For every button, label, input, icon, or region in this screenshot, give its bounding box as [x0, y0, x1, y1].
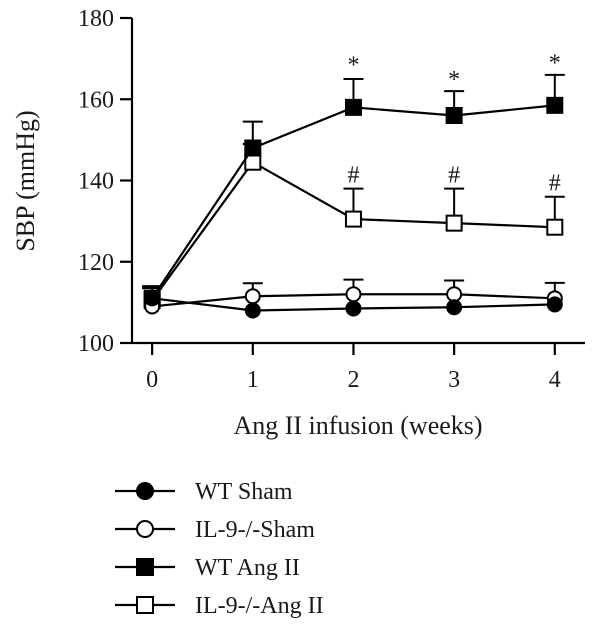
data-point [546, 218, 564, 236]
legend-swatch-marker [136, 558, 154, 576]
y-ticks: 100 120 140 160 180 [78, 6, 132, 357]
x-ticks: 0 1 2 3 4 [146, 343, 561, 393]
y-tick-label: 180 [78, 6, 114, 32]
legend-item: WT Sham [115, 479, 293, 505]
x-tick-label: 0 [146, 367, 158, 393]
legend-label: IL-9-/-Sham [195, 517, 315, 543]
data-point [446, 299, 463, 316]
legend-label: WT Ang II [195, 555, 300, 581]
data-point [345, 300, 362, 317]
data-point [244, 302, 261, 319]
legend-swatch-marker [136, 520, 154, 538]
y-tick-label: 160 [78, 87, 114, 113]
x-tick-label: 2 [347, 367, 359, 393]
significance-annotation: # [549, 171, 561, 197]
significance-annotation: * [549, 51, 561, 77]
significance-annotation: * [347, 53, 359, 79]
data-point [344, 210, 362, 228]
data-point [244, 139, 262, 157]
data-point [546, 96, 564, 114]
data-point [244, 288, 261, 305]
y-tick-label: 120 [78, 250, 114, 276]
data-point [546, 296, 563, 313]
x-tick-label: 1 [247, 367, 259, 393]
data-point [445, 107, 463, 124]
x-axis-title: Ang II infusion (weeks) [233, 411, 482, 440]
legend: WT Sham IL-9-/-Sham WT Ang II IL-9-/-Ang II [115, 479, 324, 619]
legend-item: IL-9-/-Ang II [115, 593, 324, 619]
legend-label: IL-9-/-Ang II [195, 593, 324, 619]
legend-swatch-marker [136, 596, 154, 614]
significance-annotation: * [448, 67, 460, 93]
data-point [344, 98, 362, 116]
data-point [446, 286, 463, 303]
data-point [445, 214, 463, 232]
legend-label: WT Sham [195, 479, 293, 505]
y-tick-label: 140 [78, 169, 114, 195]
x-tick-label: 4 [549, 367, 561, 393]
y-tick-label: 100 [78, 331, 114, 357]
series-0 [142, 287, 563, 319]
data-point [144, 290, 161, 307]
annotations: * * * # # # [347, 51, 560, 197]
legend-swatch-marker [136, 482, 154, 500]
legend-item: IL-9-/-Sham [115, 517, 315, 543]
significance-annotation: # [347, 162, 359, 188]
legend-item: WT Ang II [115, 555, 300, 581]
series-layer [142, 73, 565, 319]
data-point [345, 286, 362, 303]
x-tick-label: 3 [448, 367, 460, 393]
series-1 [144, 278, 565, 315]
significance-annotation: # [448, 162, 460, 188]
y-axis-title: SBP (mmHg) [11, 110, 40, 251]
